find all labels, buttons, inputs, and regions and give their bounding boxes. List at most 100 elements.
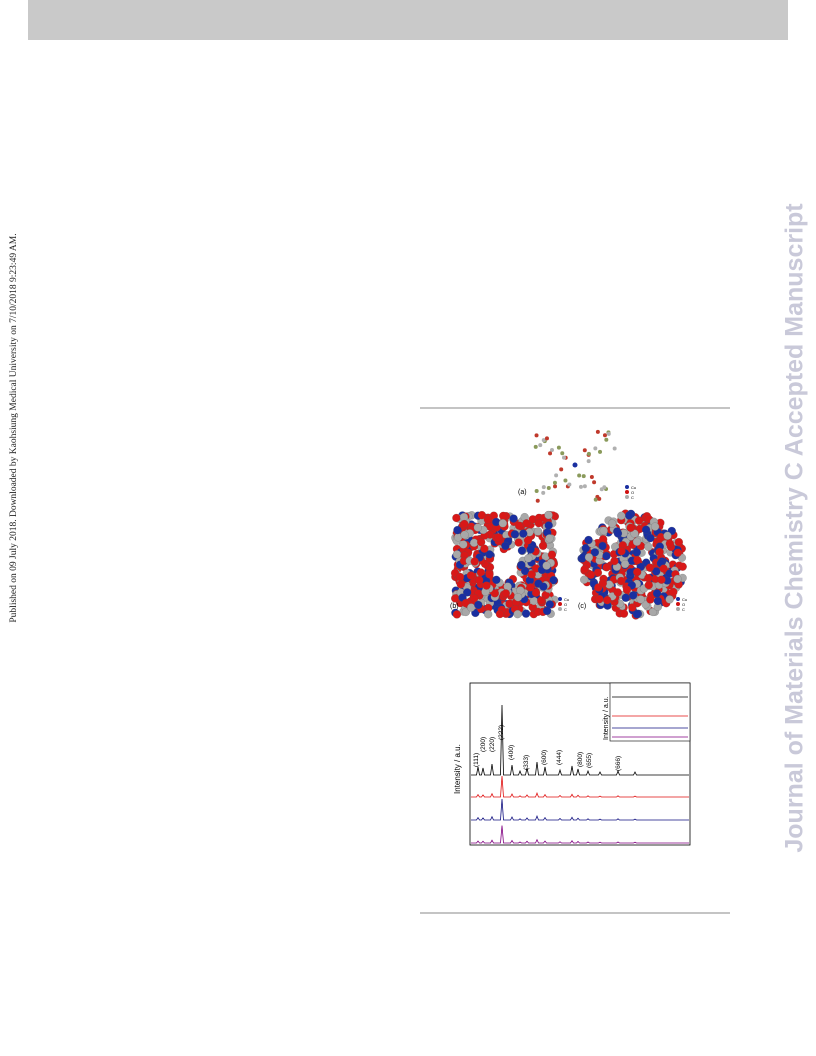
atom: [467, 603, 476, 612]
atom: [545, 534, 554, 543]
atom: [603, 596, 612, 605]
atom: [556, 445, 561, 450]
atom: [501, 541, 510, 551]
peak-label: (655): [586, 753, 593, 768]
atom: [509, 514, 518, 523]
atom: [526, 545, 535, 554]
atom: [602, 563, 611, 572]
peak-label: (444): [556, 750, 563, 765]
atom: [533, 527, 543, 536]
xrd-trace: [471, 825, 689, 844]
atom: [651, 522, 660, 531]
atom: [617, 576, 626, 586]
atom: [595, 429, 600, 434]
atom: [526, 583, 535, 592]
atom: [541, 485, 546, 490]
atom: [475, 576, 484, 585]
inset-frame: [609, 682, 691, 742]
xrd-trace: [471, 775, 689, 798]
peak-label: (333): [523, 755, 530, 770]
atom: [513, 593, 523, 602]
legend-label: Cu: [564, 597, 569, 602]
atom: [632, 610, 642, 619]
atom: [460, 530, 469, 539]
atom: [598, 579, 607, 588]
legend-label: O: [631, 490, 634, 495]
atom: [492, 575, 501, 584]
atom: [554, 473, 559, 478]
atom: [477, 511, 487, 520]
atom: [634, 516, 644, 525]
atom: [498, 519, 507, 528]
atom: [510, 530, 520, 539]
atom: [483, 515, 492, 524]
atom: [538, 443, 543, 448]
atom: [578, 484, 583, 489]
atom: [466, 571, 476, 580]
atom: [619, 609, 629, 618]
atom: [598, 449, 603, 454]
atom: [495, 609, 505, 619]
atom: [490, 589, 499, 598]
peak-label: (600): [541, 750, 548, 765]
atom: [560, 451, 565, 456]
atom: [629, 591, 638, 600]
atom: [477, 538, 486, 547]
atom: [549, 576, 558, 585]
atom: [485, 570, 494, 579]
atom: [482, 581, 491, 590]
atom: [460, 519, 469, 529]
atom: [593, 446, 598, 451]
atom: [470, 593, 479, 603]
legend-label: Cu: [631, 485, 636, 490]
atom: [604, 437, 609, 442]
atom: [593, 497, 598, 502]
panel-label: (a): [518, 489, 527, 496]
atom: [456, 580, 465, 589]
legend-swatch: [558, 607, 562, 611]
atom: [598, 541, 607, 551]
atom: [471, 608, 480, 618]
atom: [644, 542, 653, 551]
atom: [529, 596, 539, 606]
atom: [589, 474, 594, 479]
atom: [628, 603, 637, 612]
atom: [453, 526, 462, 535]
peak-label: (222): [498, 725, 505, 740]
atom: [470, 557, 479, 566]
legend-swatch: [558, 602, 562, 606]
atom: [597, 496, 602, 501]
panel-label: (b): [450, 603, 459, 610]
atom: [602, 551, 611, 561]
atom: [547, 550, 557, 559]
peak-label: (666): [615, 756, 622, 771]
atom: [652, 589, 662, 598]
legend-swatch: [558, 597, 562, 601]
atom: [580, 575, 589, 584]
atom: [559, 467, 564, 472]
xrd-trace: [471, 798, 689, 821]
atom: [542, 606, 552, 615]
atom: [586, 570, 596, 579]
atom: [531, 588, 541, 597]
atom: [590, 548, 599, 557]
atom: [652, 567, 661, 576]
atom: [669, 587, 678, 597]
atom: [612, 446, 617, 451]
atom: [633, 567, 642, 577]
atom: [626, 523, 635, 532]
atom: [657, 575, 666, 584]
atom: [455, 572, 465, 582]
atom: [678, 562, 687, 571]
legend-swatch: [676, 602, 680, 606]
peak-label: (220): [489, 737, 496, 752]
atom: [655, 547, 664, 557]
atom: [484, 610, 493, 619]
header-bar: [28, 0, 788, 40]
atom: [613, 588, 622, 597]
atom: [461, 607, 470, 617]
atom: [473, 523, 482, 532]
legend-label: O: [564, 602, 567, 607]
